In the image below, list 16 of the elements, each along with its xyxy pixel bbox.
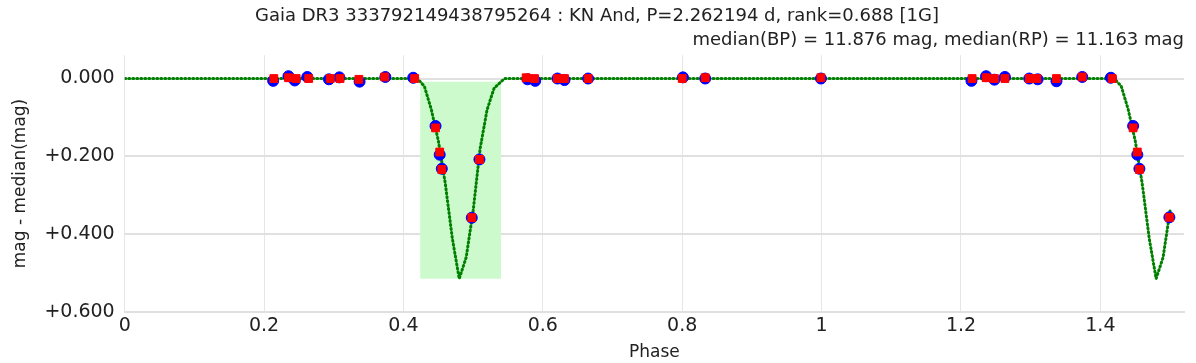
x-tick-label: 0: [118, 313, 131, 336]
x-tick-label: 0.4: [388, 313, 419, 336]
y-axis-title: mag - median(mag): [8, 98, 29, 269]
x-tick-label: 0.2: [248, 313, 280, 336]
x-tick-label: 0.6: [527, 313, 558, 336]
y-tick-label: +0.400: [44, 220, 115, 243]
chart-title: Gaia DR3 333792149438795264 : KN And, P=2.262194 d, rank=0.688 [1G]: [255, 4, 939, 26]
y-tick-label: 0.000: [60, 65, 115, 88]
x-tick-label: 1.2: [945, 313, 977, 336]
x-axis-title: Phase: [628, 341, 680, 362]
x-tick-label: 1.4: [1085, 313, 1116, 336]
x-tick-label: 0.8: [667, 313, 698, 336]
y-tick-label: +0.200: [44, 143, 115, 166]
chart-subtitle: median(BP) = 11.876 mag, median(RP) = 11.163 mag: [692, 28, 1184, 50]
x-tick-label: 1: [815, 313, 828, 336]
y-tick-label: +0.600: [44, 298, 115, 321]
